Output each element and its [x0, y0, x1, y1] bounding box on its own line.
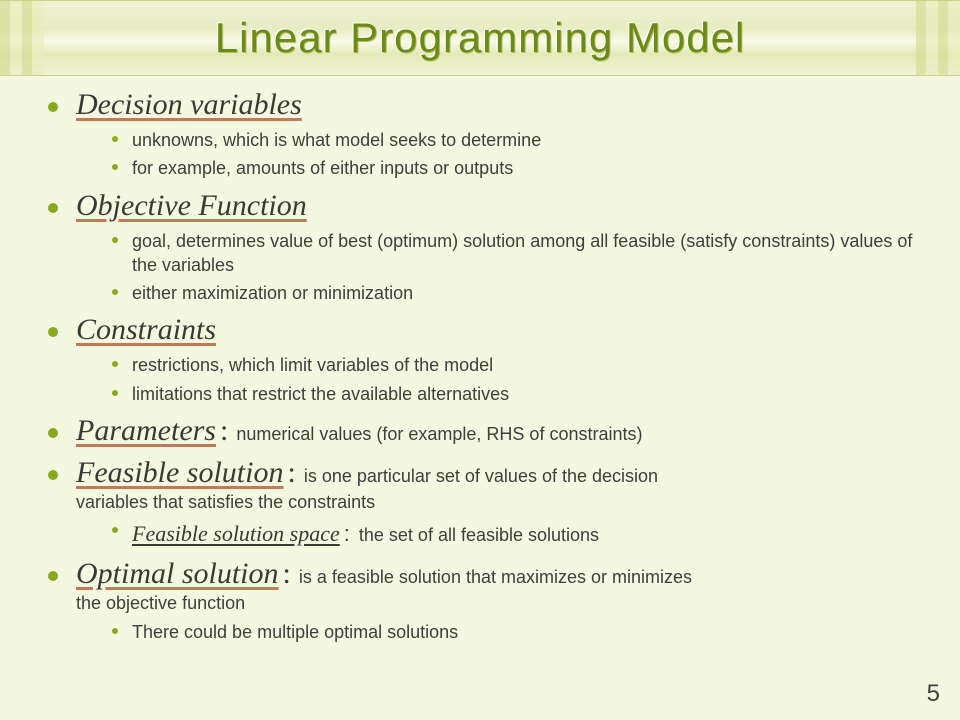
- sub-item: There could be multiple optimal solution…: [76, 620, 924, 644]
- sub-item: either maximization or minimization: [76, 281, 924, 305]
- heading: Constraints: [76, 313, 216, 346]
- sub-item: limitations that restrict the available …: [76, 382, 924, 406]
- item-objective-function: Objective Function goal, determines valu…: [36, 189, 924, 306]
- heading: Feasible solution: [76, 456, 283, 489]
- page-number: 5: [927, 680, 940, 708]
- sublist: goal, determines value of best (optimum)…: [76, 229, 924, 306]
- heading: Parameters: [76, 414, 216, 447]
- sub-item: Feasible solution space: the set of all …: [76, 519, 924, 549]
- heading: Optimal solution: [76, 557, 279, 590]
- slide-body: Decision variables unknowns, which is wh…: [36, 80, 924, 706]
- sub-heading: Feasible solution space: [132, 521, 340, 546]
- inline-desc-line2: variables that satisfies the constraints: [76, 492, 924, 513]
- sub-item: for example, amounts of either inputs or…: [76, 156, 924, 180]
- heading: Decision variables: [76, 88, 302, 121]
- item-feasible-solution: Feasible solution: is one particular set…: [36, 456, 924, 549]
- item-constraints: Constraints restrictions, which limit va…: [36, 313, 924, 406]
- slide-title: Linear Programming Model: [0, 1, 960, 75]
- item-decision-variables: Decision variables unknowns, which is wh…: [36, 88, 924, 181]
- sublist: restrictions, which limit variables of t…: [76, 353, 924, 406]
- slide: Linear Programming Model Decision variab…: [0, 0, 960, 720]
- inline-desc: is one particular set of values of the d…: [304, 466, 658, 486]
- item-optimal-solution: Optimal solution: is a feasible solution…: [36, 557, 924, 644]
- inline-desc: is a feasible solution that maximizes or…: [299, 567, 692, 587]
- title-band: Linear Programming Model: [0, 0, 960, 76]
- main-list: Decision variables unknowns, which is wh…: [36, 88, 924, 644]
- sublist: There could be multiple optimal solution…: [76, 620, 924, 644]
- sub-item: unknowns, which is what model seeks to d…: [76, 128, 924, 152]
- inline-desc-line2: the objective function: [76, 593, 924, 614]
- item-parameters: Parameters: numerical values (for exampl…: [36, 414, 924, 448]
- sub-item: restrictions, which limit variables of t…: [76, 353, 924, 377]
- sub-desc: the set of all feasible solutions: [359, 525, 599, 545]
- sublist: Feasible solution space: the set of all …: [76, 519, 924, 549]
- inline-desc: numerical values (for example, RHS of co…: [236, 424, 642, 444]
- heading: Objective Function: [76, 189, 307, 222]
- sub-item: goal, determines value of best (optimum)…: [76, 229, 924, 278]
- sublist: unknowns, which is what model seeks to d…: [76, 128, 924, 181]
